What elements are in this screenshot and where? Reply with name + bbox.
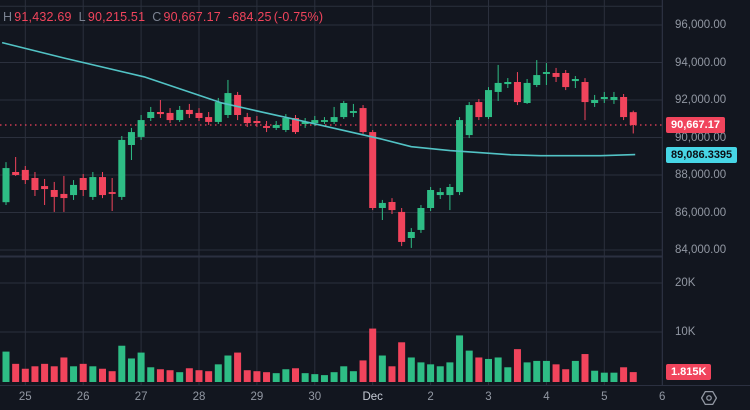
high-label: H [3, 10, 13, 24]
price-axis-label: 94,000.00 [675, 56, 727, 69]
time-axis-label: 25 [18, 391, 32, 403]
ma-line [1, 41, 636, 157]
time-axis-label: 27 [134, 391, 148, 403]
price-axis-label: 86,000.00 [675, 206, 727, 219]
price-axis[interactable]: 90,667.17 89,086.3395 1.815K 96,000.00 94… [662, 0, 750, 385]
price-axis-label: 84,000.00 [675, 244, 727, 256]
close-label: C [152, 10, 162, 24]
ohlc-legend: H 91,432.69 L 90,215.51 C 90,667.17 -684.25 (-0… [3, 10, 325, 24]
time-axis-label: 29 [250, 391, 264, 403]
time-axis-label: Dec [362, 391, 383, 403]
high-value: 91,432.69 [14, 10, 72, 24]
time-axis-label: 26 [76, 391, 90, 403]
change-percent: (-0.75%) [273, 10, 324, 24]
time-axis-label: 28 [192, 391, 206, 403]
price-axis-label: 92,000.00 [675, 94, 727, 106]
time-axis[interactable]: 25 26 27 28 29 30 Dec 2 3 4 5 6 [0, 385, 750, 410]
candles-layer [2, 60, 637, 248]
price-axis-label: 90,000.00 [675, 131, 727, 144]
time-axis-label: 2 [427, 391, 434, 403]
time-axis-label: 6 [658, 391, 666, 403]
settings-gear-icon[interactable] [700, 389, 718, 407]
price-axis-label: 96,000.00 [675, 19, 727, 31]
time-axis-label: 3 [485, 391, 492, 403]
price-chart-canvas[interactable] [0, 0, 662, 410]
volume-badge: 1.815K [666, 364, 712, 381]
close-value: 90,667.17 [163, 10, 221, 24]
grid-layer [0, 0, 662, 385]
volume-axis-label: 10K [675, 326, 696, 338]
time-axis-label: 5 [601, 391, 608, 403]
change-value: -684.25 [227, 10, 272, 24]
price-axis-label: 88,000.00 [675, 169, 727, 181]
low-value: 90,215.51 [87, 10, 146, 24]
ma-value-badge: 89,086.3395 [666, 146, 738, 163]
time-axis-label: 30 [308, 391, 322, 403]
last-price-badge: 90,667.17 [666, 116, 725, 133]
low-label: L [78, 10, 86, 24]
volume-axis-label: 20K [675, 277, 696, 289]
volume-layer [2, 328, 637, 382]
time-axis-label: 4 [543, 391, 550, 403]
